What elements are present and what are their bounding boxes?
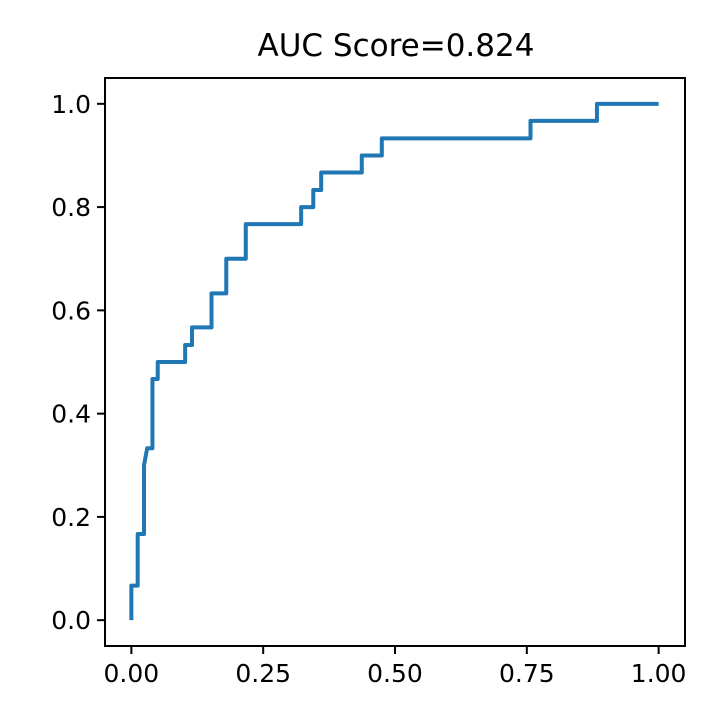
y-tick-label: 0.4	[51, 400, 91, 429]
y-tick-label: 0.2	[51, 503, 91, 532]
plot-frame	[104, 77, 686, 647]
y-tick-label: 0.8	[51, 193, 91, 222]
y-tick-label: 0.6	[51, 296, 91, 325]
chart-title: AUC Score=0.824	[258, 28, 535, 64]
x-tick-label: 0.25	[235, 659, 291, 688]
x-tick-label: 0.50	[367, 659, 423, 688]
roc-curve-line	[129, 101, 659, 621]
y-tick-label: 1.0	[51, 90, 91, 119]
x-tick-label: 1.00	[631, 659, 687, 688]
x-tick-label: 0.00	[104, 659, 160, 688]
y-tick-label: 0.0	[51, 606, 91, 635]
x-tick-label: 0.75	[499, 659, 555, 688]
